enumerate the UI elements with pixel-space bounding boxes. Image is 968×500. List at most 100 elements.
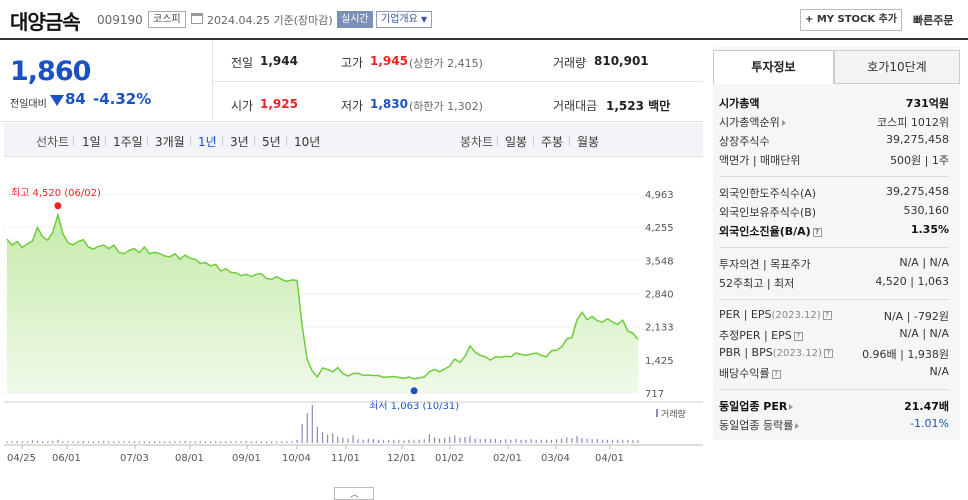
high-annotation: 최고 4,520 (06/02) [11,187,101,199]
help-icon[interactable]: ? [793,331,803,341]
price-box [0,40,213,122]
divider [719,176,949,177]
tab-3m[interactable]: 3개월 [155,135,185,149]
volume-bar [52,440,54,443]
volume-bar [632,440,634,443]
sector-per-row[interactable]: 동일업종 PER 21.47배 [719,400,949,413]
volume-bar [153,441,156,443]
arrow-right-icon [789,404,794,410]
volume-bar [377,439,380,443]
high-marker [54,202,62,210]
change-label: 전일대비 [10,99,47,110]
low-annotation: 최저 1,063 (10/31) [369,400,459,412]
volume-bar [591,439,593,443]
quick-order-link[interactable]: 빠른주문 [913,14,954,27]
tab-5y[interactable]: 5년 [262,135,281,149]
volume-bar [21,441,23,443]
open-value: 1,925 [260,97,298,111]
foreign-ratio-row: 외국인소진율(B/A)? 1.35% [719,223,949,238]
volume-bar [281,441,283,443]
tab-invest-info[interactable]: 투자정보 [713,50,834,84]
opinion-row: 투자의견 | 목표주가 N/A | N/A [719,256,949,271]
help-icon[interactable]: ? [771,369,781,379]
volume-bar [423,439,425,443]
high-value: 1,945 [370,54,408,68]
volume-bar [255,441,257,443]
price-change-pct: -4.32% [93,90,152,108]
volume-bar [67,441,69,443]
x-tick-label: 11/01 [331,453,360,464]
volume-bar [606,439,609,443]
volume-bar [245,440,247,443]
tab-1d[interactable]: 1일 [82,135,101,149]
volume-bar [611,439,614,443]
help-icon[interactable]: ? [812,227,822,237]
separator [286,135,287,146]
help-icon[interactable]: ? [822,310,832,320]
volume-bar [413,440,415,443]
tab-weekly[interactable]: 주봉 [541,135,564,149]
volume-label: 거래량 [553,56,587,70]
volume-bar [398,440,400,443]
volume-bar [199,441,201,443]
rank-row[interactable]: 시가총액순위 코스피 1012위 [719,116,949,129]
help-icon[interactable]: ? [823,348,833,358]
sector-change-row[interactable]: 동일업종 등락률 -1.01% [719,417,949,432]
volume-bar [113,441,115,443]
volume-bar [505,439,507,443]
volume-bar [357,439,359,443]
dividend-row: 배당수익률? N/A [719,365,949,380]
volume-bar [489,439,492,443]
tab-10y[interactable]: 10년 [294,135,321,149]
volume-legend: 거래량 [661,408,686,420]
prev-close-label: 전일 [231,56,254,70]
volume-bar [36,440,39,443]
x-tick-label: 06/01 [52,453,81,464]
tab-1y[interactable]: 1년 [198,135,217,149]
tab-orderbook[interactable]: 호가10단계 [834,50,960,84]
price-chart[interactable]: 4,963 4,255 3,548 2,840 2,133 1,425 717 최고 4,5… [0,158,703,486]
separator [190,135,191,146]
volume-bar [627,439,629,443]
volume-bar [337,436,339,443]
realtime-badge[interactable]: 실시간 [337,11,373,28]
volume-bar [566,437,568,443]
add-mystock-button[interactable]: + MY STOCK 추가 [800,9,902,31]
volume-bar [454,435,456,443]
tab-monthly[interactable]: 월봉 [577,135,600,149]
volume-bar [347,438,349,443]
tab-daily[interactable]: 일봉 [505,135,528,149]
volume-bar [291,441,293,443]
volume-bar [220,441,222,443]
separator [533,135,534,146]
y-tick-label: 4,963 [645,190,674,201]
par-row: 액면가 | 매매단위 500원 | 1주 [719,154,949,167]
volume-bar [118,441,120,443]
chart-toggle-button[interactable]: ︿ [334,487,374,500]
volume-bar [235,441,237,443]
volume-bar [459,437,461,443]
volume-value: 810,901 [594,54,649,68]
volume-bar [174,441,176,443]
tab-1w[interactable]: 1주일 [113,135,143,149]
volume-bar [189,441,191,443]
chevron-up-icon: ︿ [350,490,360,500]
volume-bar [326,434,329,443]
volume-bar [57,439,59,443]
volume-bar [525,439,527,443]
market-cap-row: 시가총액 731억원 [719,97,949,110]
company-overview-dropdown[interactable]: 기업개요 ▼ [376,11,433,28]
volume-bar [47,441,49,443]
volume-bar [530,439,532,443]
volume-bar [474,438,476,443]
lower-limit: (하한가 1,302) [409,100,483,113]
open-label: 시가 [231,99,254,113]
volume-bar [286,441,288,443]
arrow-right-icon [795,423,800,429]
volume-bar [128,441,130,443]
volume-bar [637,440,639,443]
volume-bar [260,441,263,443]
stock-name: 대양금속 [10,10,81,34]
tab-3y[interactable]: 3년 [230,135,249,149]
foreign-hold-row: 외국인보유주식수(B) 530,160 [719,204,949,219]
